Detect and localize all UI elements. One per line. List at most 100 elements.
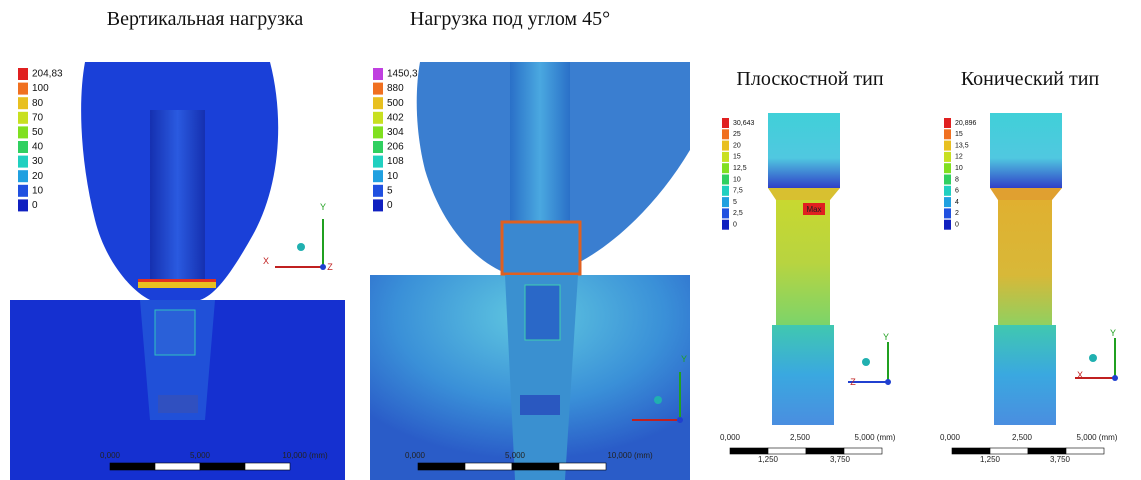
scale-bar (559, 463, 606, 470)
legend-swatch (18, 68, 28, 80)
legend-label: 15 (733, 154, 741, 161)
legend-swatch (722, 186, 729, 196)
legend-swatch (722, 129, 729, 139)
legend-swatch (373, 97, 383, 109)
legend-swatch (18, 97, 28, 109)
axis-label: X (263, 256, 269, 266)
legend-swatch (944, 197, 951, 207)
panel-title: Плоскостной тип (736, 68, 883, 90)
legend-label: 4 (955, 199, 959, 206)
neck (990, 188, 1062, 200)
legend-swatch (722, 175, 729, 185)
abutment (510, 62, 570, 222)
scale-bar (512, 463, 559, 470)
legend-swatch (944, 163, 951, 173)
max-label: Max (806, 205, 821, 214)
head (768, 113, 840, 188)
scale-label: 0,000 (405, 451, 426, 460)
legend-label: 6 (955, 188, 959, 195)
implant-core (155, 310, 195, 355)
scale-label: 5,000 (190, 451, 211, 460)
axis-origin (1112, 375, 1118, 381)
scale-bar (844, 448, 882, 454)
scale-bar (418, 463, 465, 470)
legend-label: 10 (955, 165, 963, 172)
panel-flat (768, 113, 840, 425)
legend-label: 5 (387, 185, 393, 196)
legend-label: 20 (733, 142, 741, 149)
legend-label: 80 (32, 98, 44, 109)
scale-bar (245, 463, 290, 470)
stress-zone (502, 222, 580, 274)
legend-swatch (18, 156, 28, 168)
legend-label: 402 (387, 112, 404, 123)
legend-swatch (373, 199, 383, 211)
axis-ball (1089, 354, 1097, 362)
legend-swatch (944, 208, 951, 218)
legend-label: 100 (32, 83, 49, 94)
scale-label: 0,000 (940, 433, 961, 442)
scale-bar (465, 463, 512, 470)
legend-label: 0 (32, 200, 38, 211)
scale-label: 2,500 (790, 433, 811, 442)
legend-swatch (373, 170, 383, 182)
scale-bar (806, 448, 844, 454)
legend-swatch (722, 220, 729, 230)
legend-swatch (722, 163, 729, 173)
legend-swatch (944, 141, 951, 151)
legend-swatch (18, 83, 28, 95)
legend-label: 13,5 (955, 142, 969, 149)
base (994, 325, 1056, 425)
panel-conical (990, 113, 1062, 425)
legend-swatch (373, 126, 383, 138)
legend-swatch (944, 118, 951, 128)
legend-label: 30,643 (733, 120, 755, 127)
legend-label: 0 (733, 222, 737, 229)
axis-origin (677, 417, 683, 423)
legend-label: 10 (733, 176, 741, 183)
legend-swatch (18, 112, 28, 124)
scale-label: 3,750 (830, 455, 851, 464)
legend-label: 70 (32, 112, 44, 123)
legend-label: 2 (955, 210, 959, 217)
scale-bar (768, 448, 806, 454)
implant-tip (520, 395, 560, 415)
scale-label: 1,250 (980, 455, 1001, 464)
legend-label: 5 (733, 199, 737, 206)
scale-bar (110, 463, 155, 470)
axis-ball (654, 396, 662, 404)
scale-label: 1,250 (758, 455, 779, 464)
figure: Вертикальная нагрузка204,831008070504030… (0, 0, 1141, 480)
legend-label: 10 (387, 171, 399, 182)
legend-swatch (722, 152, 729, 162)
axis-label: Z (327, 262, 333, 272)
legend-label: 40 (32, 142, 44, 153)
abutment (150, 110, 205, 285)
scale-label: 10,000 (mm) (282, 451, 328, 460)
legend-label: 880 (387, 83, 404, 94)
scale-bar (155, 463, 200, 470)
neck (768, 188, 840, 200)
legend-label: 50 (32, 127, 44, 138)
axis-origin (320, 264, 326, 270)
legend-label: 10 (32, 185, 44, 196)
scale-label: 0,000 (100, 451, 121, 460)
legend-label: 108 (387, 156, 404, 167)
legend-label: 0 (387, 200, 393, 211)
scale-label: 0,000 (720, 433, 741, 442)
legend-swatch (373, 68, 383, 80)
legend-label: 0 (955, 222, 959, 229)
legend-label: 15 (955, 131, 963, 138)
axis-label: Z (850, 377, 856, 387)
legend-swatch (373, 83, 383, 95)
scale-label: 5,000 (mm) (1077, 433, 1118, 442)
panel-vertical (10, 62, 345, 480)
legend-swatch (373, 141, 383, 153)
axis-label: Y (1110, 328, 1116, 338)
axis-label: X (1077, 370, 1083, 380)
scale-bar (730, 448, 768, 454)
legend-label: 12,5 (733, 165, 747, 172)
legend-label: 20,896 (955, 120, 977, 127)
legend-label: 1450,3 (387, 69, 418, 80)
legend-label: 204,83 (32, 69, 63, 80)
